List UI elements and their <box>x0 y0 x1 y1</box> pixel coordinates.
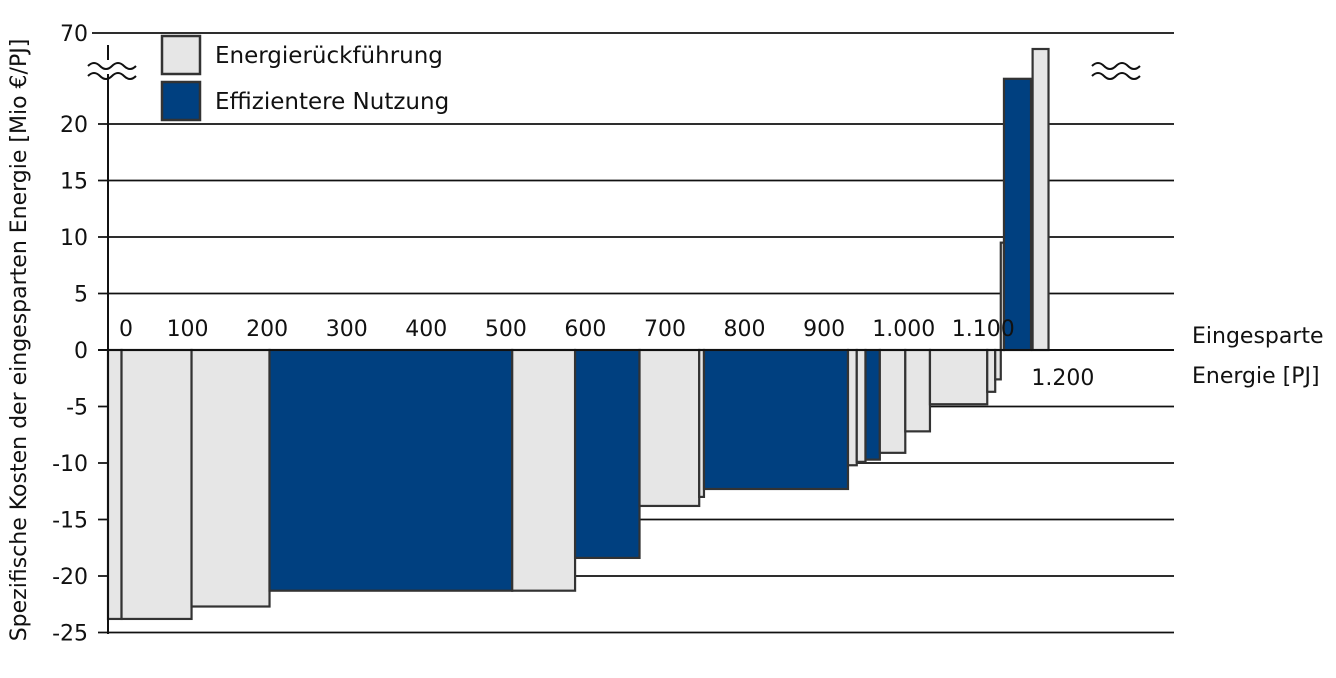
legend-label-effizientere-nutzung: Effizientere Nutzung <box>215 89 449 115</box>
y-tick-label: 10 <box>60 226 88 251</box>
x-axis-title-line1: Eingesparte <box>1192 324 1324 349</box>
x-tick-label: 1.200 <box>1031 366 1094 391</box>
y-tick-label: 5 <box>74 283 88 308</box>
bar-rueck <box>986 348 997 393</box>
bar-break-wave-top <box>1091 62 1141 70</box>
bar-rueck <box>190 348 271 608</box>
x-tick-label: 1.000 <box>872 317 935 342</box>
x-tick-label: 200 <box>246 317 288 342</box>
legend-swatch-energierueckfuehrung <box>160 34 202 76</box>
bar-eff <box>864 348 881 461</box>
bar-rueck <box>904 348 932 433</box>
x-tick-label: 500 <box>485 317 527 342</box>
bar-rueck <box>106 348 123 621</box>
bar-rueck <box>511 348 577 592</box>
x-tick-label: 900 <box>803 317 845 342</box>
x-tick-label: 100 <box>167 317 209 342</box>
axis-break-left <box>84 60 137 80</box>
axis-break-wave-bottom <box>87 72 137 80</box>
y-tick-label: -15 <box>52 509 88 534</box>
bar-rueck <box>120 348 193 621</box>
y-tick-label: 15 <box>60 170 88 195</box>
legend-swatch-effizientere-nutzung <box>160 80 202 122</box>
bar-break-wave-bottom <box>1091 72 1141 80</box>
x-tick-label: 0 <box>119 317 133 342</box>
bar-eff <box>1002 77 1033 352</box>
y-tick-label: 70 <box>60 22 88 47</box>
y-tick-label: -5 <box>66 396 88 421</box>
legend-label-energierueckfuehrung: Energierückführung <box>215 43 443 69</box>
bar-rueck <box>1031 47 1050 352</box>
bars <box>106 47 1050 621</box>
x-tick-label: 800 <box>724 317 766 342</box>
bar-rueck <box>846 348 858 467</box>
bar-eff <box>702 348 850 491</box>
y-tick-label: 20 <box>60 113 88 138</box>
y-tick-label: 0 <box>74 339 88 364</box>
axis-break-right <box>1090 60 1141 80</box>
x-axis-title-line2: Energie [PJ] <box>1192 364 1320 389</box>
x-tick-label: 700 <box>644 317 686 342</box>
axes <box>84 45 1174 634</box>
legend: Energierückführung Effizientere Nutzung <box>160 34 449 122</box>
y-axis-title: Spezifische Kosten der eingesparten Ener… <box>7 39 32 642</box>
x-tick-label: 300 <box>326 317 368 342</box>
bar-rueck <box>994 348 1002 381</box>
bar-rueck <box>878 348 907 454</box>
y-tick-labels: 70 20 15 10 5 0 -5 -10 -15 -20 -25 <box>52 22 88 647</box>
x-tick-label: 600 <box>564 317 606 342</box>
bar-rueck <box>638 348 701 508</box>
bar-eff <box>573 348 641 560</box>
bar-rueck <box>928 348 989 406</box>
y-tick-label: -25 <box>52 622 88 647</box>
x-tick-label: 400 <box>405 317 447 342</box>
x-tick-label: 1.100 <box>952 317 1015 342</box>
bar-rueck <box>855 348 867 463</box>
y-tick-label: -20 <box>52 565 88 590</box>
bar-eff <box>268 348 514 592</box>
y-tick-label: -10 <box>52 452 88 477</box>
axis-break-wave-top <box>87 62 137 70</box>
x-tick-labels: 0 100 200 300 400 500 600 700 800 900 1.000 1.100 1.… <box>119 317 1094 391</box>
